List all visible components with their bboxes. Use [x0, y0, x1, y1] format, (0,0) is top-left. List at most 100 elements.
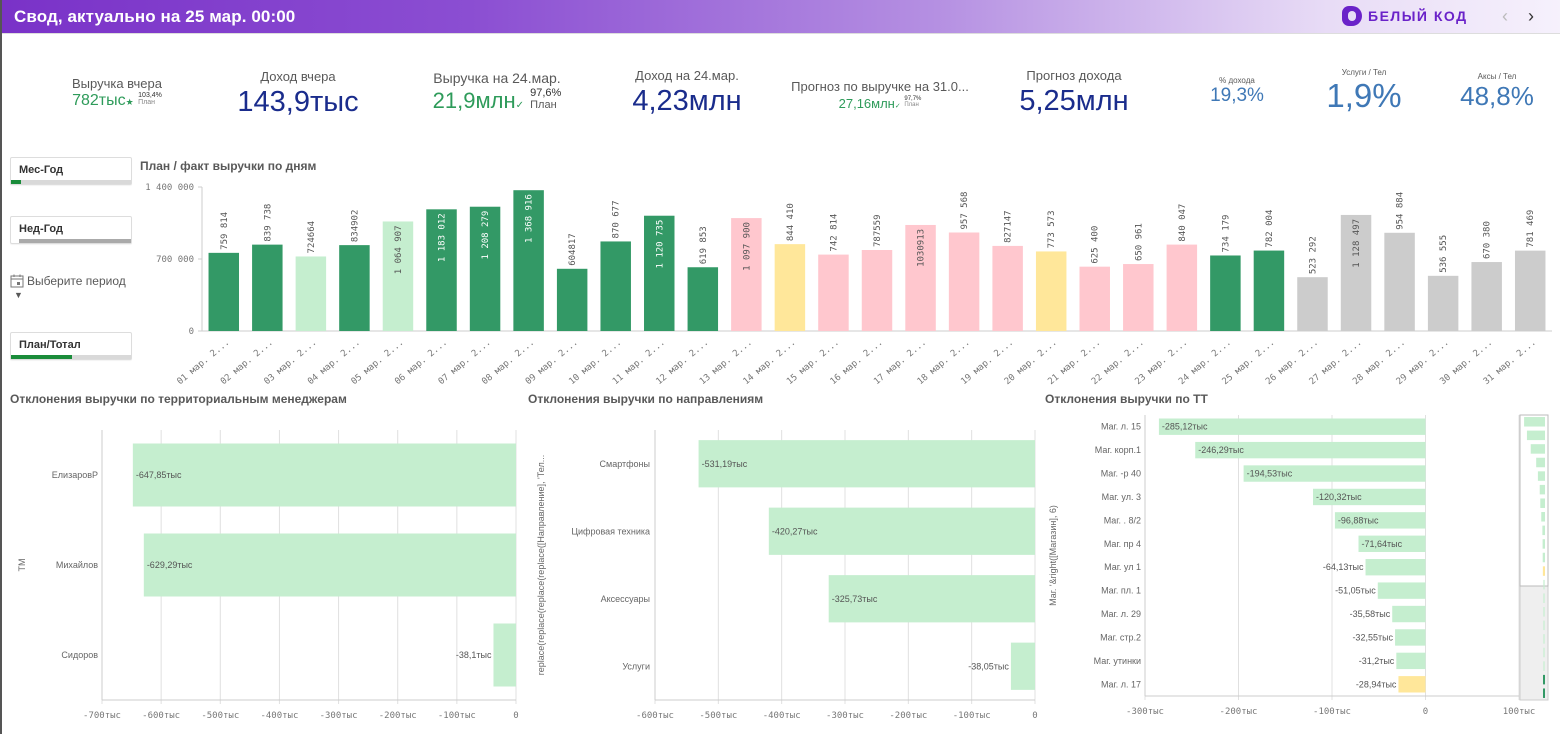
data-label: 604817	[568, 233, 578, 266]
data-label: 523 292	[1308, 236, 1318, 274]
kpi-forecast-revenue[interactable]: Прогноз по выручке на 31.0... 27,16млн✓ …	[782, 79, 978, 111]
data-label: -51,05тыс	[1335, 586, 1376, 596]
kpi-income-yesterday[interactable]: Доход вчера 143,9тыс	[228, 69, 368, 119]
bar-9	[556, 268, 588, 331]
kpi-value: 1,9%	[1326, 77, 1402, 114]
x-tick-label: -200тыс	[379, 711, 417, 721]
category-label: Смартфоны	[600, 459, 650, 469]
minimap-bar	[1540, 498, 1545, 508]
data-label: -32,55тыс	[1352, 632, 1393, 642]
data-label: -647,85тыс	[136, 470, 182, 480]
bar-1	[208, 252, 240, 331]
data-label: 1 097 900	[742, 222, 752, 271]
minimap-bar	[1530, 444, 1545, 454]
category-label: Маг. пр 4	[1104, 539, 1141, 549]
bar-23	[1166, 244, 1198, 331]
filter-week-year[interactable]: Нед-Год	[10, 216, 132, 244]
bar-27	[1340, 214, 1372, 331]
minimap-bar	[1543, 674, 1545, 685]
minimap-bar	[1543, 607, 1545, 617]
x-tick-label: -300тыс	[826, 711, 864, 721]
x-tick-label: 0	[1423, 707, 1428, 717]
minimap-bar	[1542, 566, 1545, 576]
data-label: -420,27тыс	[772, 526, 818, 536]
bar-13	[731, 218, 762, 331]
store-deviation-chart[interactable]: -300тыс -200тыс -100тыс 0 100тыс Маг. л. 15 -2…	[1042, 405, 1560, 734]
minimap-bar	[1543, 593, 1545, 603]
page-title: Свод, актуально на 25 мар. 00:00	[14, 7, 296, 26]
kpi-revenue-yesterday[interactable]: Выручка вчера 782тыс★ 103,4% План	[42, 76, 192, 110]
bar-11	[644, 215, 675, 331]
category-label: Маг. -р 40	[1101, 469, 1141, 479]
minimap-bar	[1541, 512, 1545, 522]
bar-2	[143, 533, 516, 597]
bar-26	[1297, 277, 1328, 331]
x-tick-label: -600тыс	[636, 711, 674, 721]
category-label: Маг. ул 1	[1104, 562, 1141, 572]
period-picker[interactable]: Выберите период	[10, 274, 126, 288]
bar-1	[132, 443, 516, 507]
category-label: Маг. корп.1	[1095, 445, 1141, 455]
x-tick-label: -500тыс	[699, 711, 737, 721]
data-label: 1030913	[917, 229, 927, 267]
y-axis-title: ТМ	[17, 559, 27, 572]
bar-17	[905, 224, 936, 331]
period-picker-label: Выберите период	[27, 274, 126, 288]
chevron-left-icon[interactable]: ‹	[1502, 6, 1508, 26]
bar-2	[252, 244, 283, 331]
x-tick-label: -300тыс	[1126, 707, 1164, 717]
category-label: Маг. л. 15	[1101, 422, 1141, 432]
data-label: 742 814	[829, 214, 839, 252]
data-label: 1 120 735	[655, 220, 665, 269]
tm-deviation-chart[interactable]: -700тыс -600тыс -500тыс -400тыс -300тыс -200т…	[2, 405, 527, 734]
filter-plan-total[interactable]: План/Тотал	[10, 332, 132, 360]
kpi-income-24[interactable]: Доход на 24.мар. 4,23млн	[612, 68, 762, 118]
kpi-accessories-per-phone[interactable]: Аксы / Тел 48,8%	[1442, 72, 1552, 112]
filter-month-year[interactable]: Мес-Год	[10, 157, 132, 185]
bar-6	[1358, 535, 1426, 552]
data-label: 625 400	[1091, 226, 1101, 264]
bar-31	[1514, 250, 1546, 331]
x-tick-label: -100тыс	[1313, 707, 1351, 717]
kpi-services-per-phone[interactable]: Услуги / Тел 1,9%	[1314, 68, 1414, 115]
bar-4	[339, 245, 370, 331]
header-bar: Свод, актуально на 25 мар. 00:00 БЕЛЫЙ К…	[2, 0, 1560, 34]
data-label: 759 814	[220, 212, 230, 250]
bar-12	[1398, 676, 1426, 693]
kpi-forecast-income[interactable]: Прогноз дохода 5,25млн	[1002, 68, 1146, 118]
bar-8	[513, 190, 544, 331]
tm-chart-title: Отклонения выручки по территориальным ме…	[10, 392, 347, 406]
x-tick-label: 0	[1032, 711, 1037, 721]
category-label: Маг. л. 29	[1101, 609, 1141, 619]
data-label: 954 884	[1396, 192, 1406, 230]
minimap-bar	[1543, 661, 1545, 671]
filter-label: Нед-Год	[19, 223, 63, 235]
category-label: Услуги	[622, 661, 650, 671]
data-label: -71,64тыс	[1362, 539, 1403, 549]
kpi-income-pct[interactable]: % дохода 19,3%	[1192, 76, 1282, 107]
data-label: -531,19тыс	[702, 459, 748, 469]
kpi-label: Доход вчера	[260, 69, 336, 84]
daily-chart-title: План / факт выручки по дням	[140, 159, 317, 173]
kpi-plan-pct: 97,7%	[904, 96, 922, 102]
data-label: 773 573	[1047, 210, 1057, 248]
data-label: 844 410	[786, 203, 796, 241]
direction-chart-title: Отклонения выручки по направлениям	[528, 392, 764, 406]
bar-30	[1471, 262, 1502, 331]
kpi-value: 19,3%	[1210, 85, 1264, 106]
kpi-plan-pct: 97,6%	[530, 87, 562, 99]
minimap-bar	[1542, 539, 1545, 549]
data-label: 734 179	[1221, 215, 1231, 253]
kpi-plan-pct: 103,4%	[138, 92, 162, 99]
bar-14	[774, 244, 806, 331]
bar-22	[1123, 264, 1154, 331]
kpi-revenue-24[interactable]: Выручка на 24.мар. 21,9млн✓ 97,6% План	[412, 70, 582, 114]
x-tick-label: -200тыс	[1220, 707, 1258, 717]
filter-label: Мес-Год	[19, 164, 64, 176]
chevron-right-icon[interactable]: ›	[1528, 6, 1534, 26]
direction-deviation-chart[interactable]: -600тыс -500тыс -400тыс -300тыс -200тыс -100т…	[522, 405, 1047, 734]
data-label: 650 961	[1134, 223, 1144, 261]
caret-down-icon[interactable]: ▼	[14, 290, 23, 300]
